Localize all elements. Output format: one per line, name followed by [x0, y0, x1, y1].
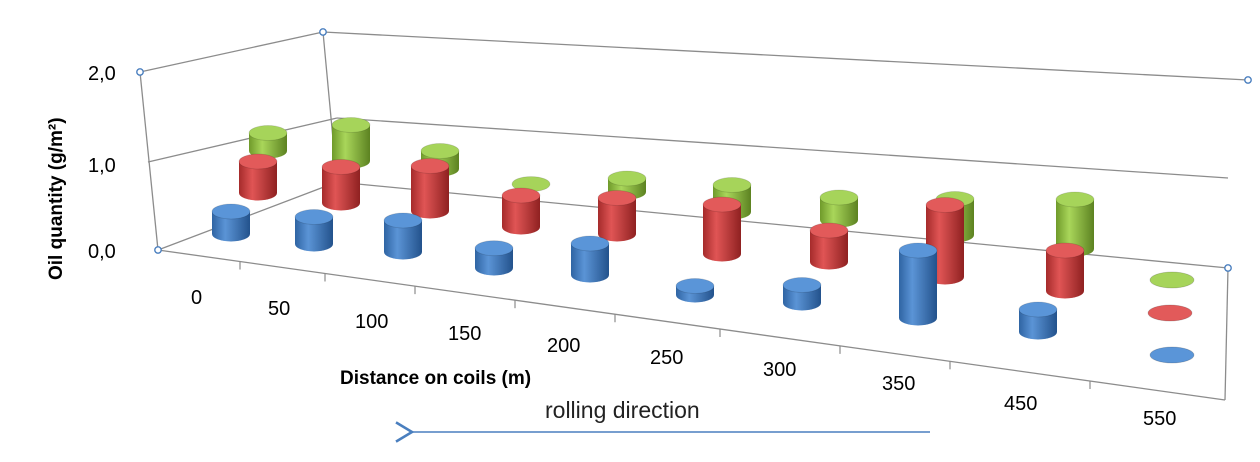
x-tick-label: 0 [191, 287, 202, 309]
bar [238, 153, 278, 201]
x-tick-label: 300 [763, 359, 796, 381]
corner-handle [319, 28, 327, 36]
x-tick-label: 550 [1143, 408, 1176, 430]
bar [501, 187, 541, 235]
y-tick-labels: 0,0 1,0 2,0 [88, 63, 116, 263]
rolling-direction-label: rolling direction [545, 397, 700, 423]
legend [1147, 271, 1195, 364]
legend-key [1149, 271, 1195, 289]
bar [570, 235, 610, 283]
x-tick-label: 350 [882, 373, 915, 395]
bar [809, 222, 849, 270]
x-tick-label: 150 [448, 323, 481, 345]
x-tick-label: 450 [1004, 393, 1037, 415]
corner-handle [1244, 76, 1252, 84]
bar [702, 196, 742, 262]
bar [321, 159, 361, 211]
back-top-line [322, 31, 1249, 81]
bar [675, 278, 715, 303]
y-tick-label: 2,0 [88, 63, 116, 85]
gridline-1 [147, 117, 338, 163]
bar [1018, 301, 1058, 340]
bar [383, 212, 423, 260]
back-floor-line [336, 181, 1229, 269]
corner-handle [154, 246, 162, 254]
y-axis-line [139, 71, 159, 251]
legend-key [1149, 346, 1195, 364]
bar [819, 189, 859, 228]
bar [1045, 242, 1085, 299]
bar [248, 125, 288, 159]
y-axis-title: Oil quantity (g/m²) [46, 117, 67, 280]
bars [211, 117, 1095, 340]
bar [294, 209, 334, 252]
gridline-1-back [336, 117, 1229, 179]
gridline-2 [139, 31, 324, 73]
x-tick-label: 50 [268, 298, 290, 320]
legend-key [1147, 304, 1193, 322]
bar [331, 117, 371, 169]
corner-handle [1224, 264, 1232, 272]
y-tick-label: 0,0 [88, 241, 116, 263]
bar [1055, 191, 1095, 257]
bar [597, 190, 637, 242]
bar [782, 277, 822, 311]
x-axis-title: Distance on coils (m) [340, 368, 531, 389]
x-tick-marks [239, 261, 1091, 390]
y-tick-label: 1,0 [88, 155, 116, 177]
bar [211, 203, 251, 242]
x-tick-label: 200 [547, 335, 580, 357]
x-tick-labels: 0 50 100 150 200 250 300 350 450 550 [191, 287, 1176, 430]
bar [474, 240, 514, 276]
bar [410, 158, 450, 219]
x-tick-label: 250 [650, 347, 683, 369]
bar [898, 242, 938, 326]
right-floor-line [1224, 267, 1229, 401]
corner-handle [136, 68, 144, 76]
x-tick-label: 100 [355, 311, 388, 333]
front-floor-line [157, 249, 1226, 401]
